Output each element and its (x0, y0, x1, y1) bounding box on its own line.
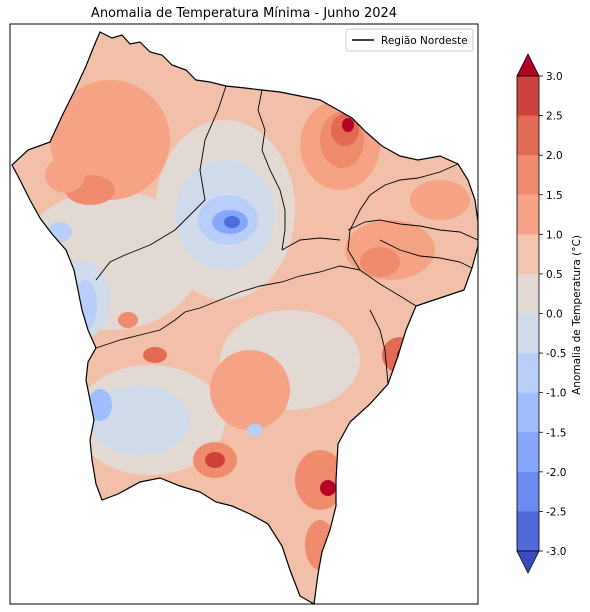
colorbar-band (517, 511, 539, 552)
colorbar-label: Anomalia de Temperatura (°C) (571, 235, 583, 395)
colorbar-band (517, 273, 539, 314)
legend-label: Região Nordeste (381, 35, 468, 47)
legend: Região Nordeste (345, 28, 474, 52)
colorbar-tick-label: -1.5 (546, 427, 567, 439)
state-borders (95, 85, 479, 385)
colorbar-band (517, 234, 539, 275)
colorbar-tick-label: -0.5 (546, 348, 567, 360)
colorbar-band (517, 76, 539, 117)
legend-box (345, 28, 474, 52)
colorbar-tick-label: 2.5 (546, 111, 563, 123)
colorbar-tick-label: -1.0 (546, 388, 567, 400)
colorbar-ticks: 3.0 2.5 2.0 1.5 1.0 0.5 0.0 -0.5 -1.0 -1.5 -2.0 -2.… (539, 71, 567, 558)
colorbar-band (517, 194, 539, 235)
colorbar-tick-label: 1.0 (546, 229, 563, 241)
colorbar-tick-label: 2.0 (546, 150, 563, 162)
colorbar-tick-label: 3.0 (546, 71, 563, 83)
colorbar-band (517, 471, 539, 512)
colorbar-tick-label: -3.0 (546, 546, 567, 558)
colorbar-band (517, 392, 539, 433)
colorbar-band (517, 155, 539, 196)
chart-title: Anomalia de Temperatura Mínima - Junho 2… (91, 6, 397, 21)
colorbar-band (517, 353, 539, 394)
colorbar-extend-min (516, 550, 540, 574)
colorbar-band (517, 432, 539, 473)
colorbar (516, 53, 540, 574)
colorbar-tick-label: 0.0 (546, 309, 563, 321)
colorbar-tick-label: -2.5 (546, 506, 567, 518)
colorbar-tick-label: -2.0 (546, 467, 567, 479)
colorbar-extend-max (516, 53, 540, 77)
colorbar-tick-label: 1.5 (546, 190, 563, 202)
colorbar-band (517, 115, 539, 156)
colorbar-tick-label: 0.5 (546, 269, 563, 281)
colorbar-band (517, 313, 539, 354)
